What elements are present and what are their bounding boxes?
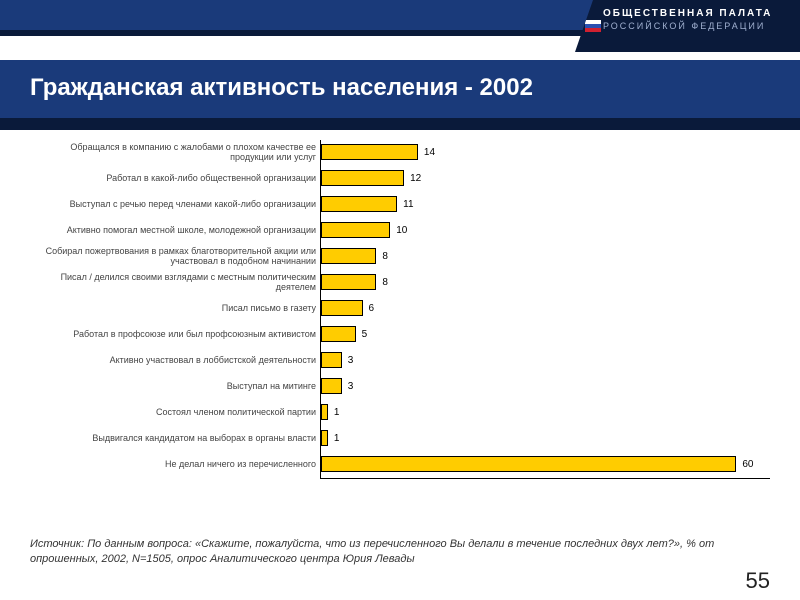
title-block: Гражданская активность населения - 2002: [0, 60, 800, 130]
chart-row: Обращался в компанию с жалобами о плохом…: [30, 140, 770, 166]
bar: [321, 404, 328, 420]
bar: [321, 144, 418, 160]
bar-label: Состоял членом политической партии: [30, 400, 320, 426]
org-badge: ОБЩЕСТВЕННАЯ ПАЛАТА РОССИЙСКОЙ ФЕДЕРАЦИИ: [575, 0, 800, 52]
bar: [321, 300, 363, 316]
bar-value: 8: [378, 248, 388, 264]
chart-row: Выступал на митинге 3: [30, 374, 770, 400]
bar-value: 1: [330, 430, 340, 446]
page-number: 55: [746, 568, 770, 594]
bar: [321, 248, 376, 264]
bar: [321, 170, 404, 186]
bar-value: 14: [420, 144, 435, 160]
chart-row: Активно помогал местной школе, молодежно…: [30, 218, 770, 244]
chart-row: Работал в какой-либо общественной органи…: [30, 166, 770, 192]
bar: [321, 430, 328, 446]
chart-row: Писал / делился своими взглядами с местн…: [30, 270, 770, 296]
bar-label: Писал письмо в газету: [30, 296, 320, 322]
bar-value: 10: [392, 222, 407, 238]
chart-row: Выступал с речью перед членами какой-либ…: [30, 192, 770, 218]
bar-label: Активно участвовал в лоббистской деятель…: [30, 348, 320, 374]
bar-value: 11: [399, 196, 413, 212]
bar-label: Работал в какой-либо общественной органи…: [30, 166, 320, 192]
chart-row: Активно участвовал в лоббистской деятель…: [30, 348, 770, 374]
bar-value: 3: [344, 352, 354, 368]
x-axis: [320, 478, 770, 479]
chart-row: Состоял членом политической партии 1: [30, 400, 770, 426]
chart-row: Выдвигался кандидатом на выборах в орган…: [30, 426, 770, 452]
bar-label: Выступал на митинге: [30, 374, 320, 400]
bar-value: 6: [365, 300, 375, 316]
bar: [321, 274, 376, 290]
bar: [321, 456, 736, 472]
flag-icon: [585, 20, 601, 32]
slide-title: Гражданская активность населения - 2002: [30, 74, 800, 102]
badge-line2: РОССИЙСКОЙ ФЕДЕРАЦИИ: [603, 21, 788, 31]
bar-label: Выступал с речью перед членами какой-либ…: [30, 192, 320, 218]
bar-label: Выдвигался кандидатом на выборах в орган…: [30, 426, 320, 452]
slide: ОБЩЕСТВЕННАЯ ПАЛАТА РОССИЙСКОЙ ФЕДЕРАЦИИ…: [0, 0, 800, 600]
bar-value: 3: [344, 378, 354, 394]
activity-chart: Обращался в компанию с жалобами о плохом…: [30, 140, 770, 530]
bar-label: Писал / делился своими взглядами с местн…: [30, 270, 320, 296]
bar: [321, 378, 342, 394]
bar-value: 8: [378, 274, 388, 290]
bar-label: Активно помогал местной школе, молодежно…: [30, 218, 320, 244]
bar-value: 60: [738, 456, 753, 472]
chart-row: Работал в профсоюзе или был профсоюзным …: [30, 322, 770, 348]
source-footnote: Источник: По данным вопроса: «Скажите, п…: [30, 537, 770, 566]
bar: [321, 222, 390, 238]
chart-row: Писал письмо в газету 6: [30, 296, 770, 322]
bar-value: 12: [406, 170, 421, 186]
bar-value: 5: [358, 326, 368, 342]
chart-row: Собирал пожертвования в рамках благотвор…: [30, 244, 770, 270]
bar-label: Обращался в компанию с жалобами о плохом…: [30, 140, 320, 166]
bar: [321, 196, 397, 212]
bar: [321, 326, 356, 342]
bar: [321, 352, 342, 368]
bar-label: Собирал пожертвования в рамках благотвор…: [30, 244, 320, 270]
bar-label: Работал в профсоюзе или был профсоюзным …: [30, 322, 320, 348]
bar-label: Не делал ничего из перечисленного: [30, 452, 320, 478]
chart-row: Не делал ничего из перечисленного 60: [30, 452, 770, 478]
bar-value: 1: [330, 404, 340, 420]
badge-line1: ОБЩЕСТВЕННАЯ ПАЛАТА: [603, 8, 788, 19]
